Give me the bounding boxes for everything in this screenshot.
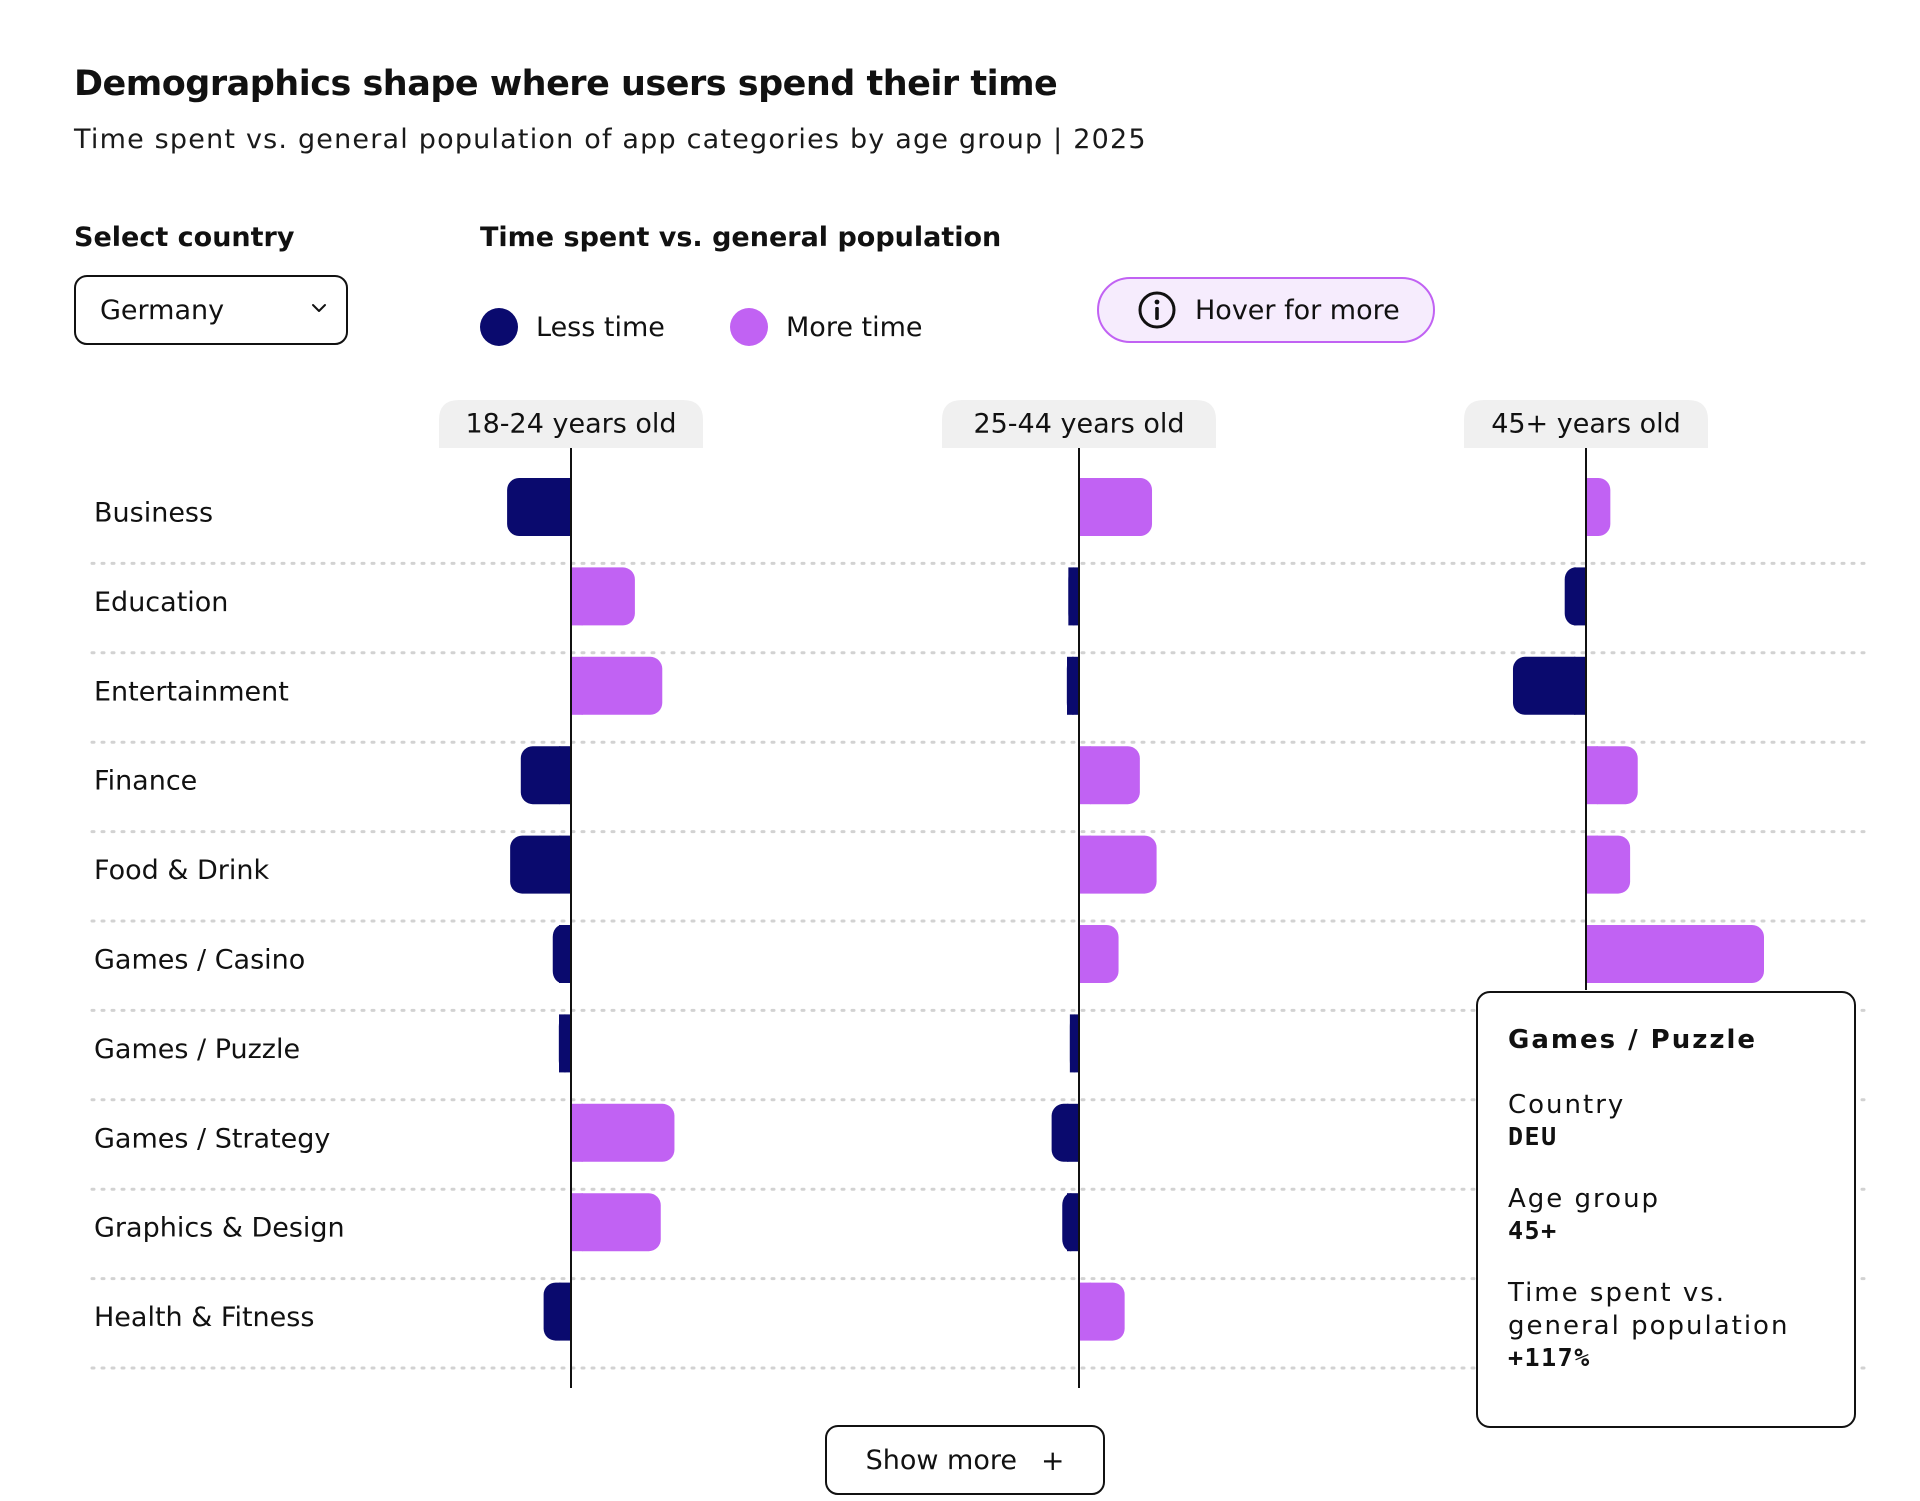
bar-base-18-24-years-old-business bbox=[559, 478, 571, 536]
tooltip-age-value: 45+ bbox=[1508, 1216, 1558, 1245]
country-select-value: Germany bbox=[100, 294, 225, 326]
column-header-pill-18-24-years-old bbox=[439, 400, 703, 448]
tooltip: Games / Puzzle Country DEU Age group 45+… bbox=[1476, 991, 1856, 1428]
category-label-finance: Finance bbox=[94, 766, 197, 797]
bar-base-18-24-years-old-entertainment bbox=[571, 656, 583, 715]
column-header-pill-25-44-years-old bbox=[942, 400, 1216, 448]
bar-base-25-44-years-old-health-fitness bbox=[1079, 1282, 1091, 1341]
column-header-45-years-old: 45+ years old bbox=[1491, 409, 1681, 440]
hover-for-more-button[interactable]: Hover for more bbox=[1097, 277, 1435, 343]
legend-swatch-more bbox=[730, 308, 768, 346]
bar-base-25-44-years-old-food-drink bbox=[1079, 835, 1091, 894]
bar-base-18-24-years-old-games-casino bbox=[559, 925, 571, 983]
bar-base-25-44-years-old-games-puzzle bbox=[1069, 1014, 1079, 1073]
bar-base-18-24-years-old-health-fitness bbox=[559, 1282, 571, 1341]
category-label-business: Business bbox=[94, 498, 213, 529]
bar-base-45-years-old-finance bbox=[1586, 746, 1598, 805]
bar-base-18-24-years-old-games-puzzle bbox=[559, 1014, 571, 1073]
show-more-button[interactable]: Show more + bbox=[825, 1425, 1105, 1495]
bar-18-24-years-old-entertainment bbox=[571, 656, 663, 715]
legend-item-more: More time bbox=[730, 308, 923, 346]
tooltip-country-value: DEU bbox=[1508, 1122, 1558, 1151]
bar-base-45-years-old-food-drink bbox=[1586, 835, 1598, 894]
tooltip-metric-label: Time spent vs. general population bbox=[1508, 1278, 1790, 1341]
bar-base-25-44-years-old-entertainment bbox=[1067, 656, 1079, 715]
bar-base-45-years-old-education bbox=[1574, 567, 1586, 626]
category-label-games-puzzle: Games / Puzzle bbox=[94, 1034, 300, 1065]
country-select[interactable]: Germany bbox=[74, 275, 348, 345]
category-label-food-drink: Food & Drink bbox=[94, 855, 269, 886]
bar-base-18-24-years-old-food-drink bbox=[559, 835, 571, 894]
bar-18-24-years-old-business bbox=[507, 478, 571, 536]
country-select-label: Select country bbox=[74, 222, 295, 253]
category-label-graphics-design: Graphics & Design bbox=[94, 1213, 345, 1244]
bar-45-years-old-finance bbox=[1586, 746, 1638, 805]
category-label-education: Education bbox=[94, 587, 228, 618]
column-header-25-44-years-old: 25-44 years old bbox=[973, 409, 1184, 440]
show-more-label: Show more bbox=[865, 1444, 1017, 1476]
bar-base-25-44-years-old-graphics-design bbox=[1067, 1193, 1079, 1252]
bar-base-18-24-years-old-finance bbox=[559, 746, 571, 805]
bar-base-25-44-years-old-games-casino bbox=[1079, 925, 1091, 983]
bar-base-25-44-years-old-education bbox=[1068, 567, 1079, 626]
category-label-games-strategy: Games / Strategy bbox=[94, 1123, 330, 1154]
bar-25-44-years-old-finance bbox=[1079, 746, 1140, 805]
legend-item-less: Less time bbox=[480, 308, 665, 346]
bar-18-24-years-old-games-strategy bbox=[571, 1103, 675, 1162]
bar-base-45-years-old-entertainment bbox=[1574, 656, 1586, 715]
legend-label-more: More time bbox=[786, 311, 923, 343]
category-label-games-casino: Games / Casino bbox=[94, 945, 305, 976]
chart-subtitle: Time spent vs. general population of app… bbox=[74, 124, 1147, 155]
metric-label: Time spent vs. general population bbox=[480, 222, 1002, 253]
bar-base-18-24-years-old-education bbox=[571, 567, 583, 626]
diverging-bar-chart: Business Education Entertainment Finance Foo… bbox=[90, 400, 1868, 1388]
bar-45-years-old-entertainment bbox=[1512, 656, 1586, 715]
hover-for-more-label: Hover for more bbox=[1195, 294, 1400, 326]
category-label-health-fitness: Health & Fitness bbox=[94, 1302, 314, 1333]
tooltip-metric-value: +117% bbox=[1508, 1343, 1591, 1372]
bar-base-25-44-years-old-business bbox=[1079, 478, 1091, 536]
column-header-18-24-years-old: 18-24 years old bbox=[465, 409, 676, 440]
info-icon bbox=[1138, 291, 1176, 329]
category-label-entertainment: Entertainment bbox=[94, 676, 289, 707]
legend-label-less: Less time bbox=[536, 311, 665, 343]
bar-base-45-years-old-games-casino bbox=[1586, 925, 1598, 983]
column-header-pill-45-years-old bbox=[1464, 400, 1708, 448]
bar-base-45-years-old-business bbox=[1586, 478, 1598, 536]
bar-18-24-years-old-finance bbox=[520, 746, 571, 805]
chart-title: Demographics shape where users spend the… bbox=[74, 64, 1058, 104]
bar-base-18-24-years-old-graphics-design bbox=[571, 1193, 583, 1252]
bar-base-18-24-years-old-games-strategy bbox=[571, 1103, 583, 1162]
plus-icon: + bbox=[1040, 1443, 1065, 1477]
bar-base-25-44-years-old-games-strategy bbox=[1067, 1103, 1079, 1162]
tooltip-age-label: Age group bbox=[1508, 1184, 1661, 1214]
bar-45-years-old-games-casino bbox=[1586, 925, 1764, 983]
bar-25-44-years-old-food-drink bbox=[1079, 835, 1157, 894]
bar-18-24-years-old-education bbox=[571, 567, 635, 626]
bar-base-25-44-years-old-finance bbox=[1079, 746, 1091, 805]
legend-swatch-less bbox=[480, 308, 518, 346]
tooltip-title: Games / Puzzle bbox=[1508, 1025, 1758, 1055]
tooltip-country-label: Country bbox=[1508, 1090, 1626, 1120]
bar-18-24-years-old-graphics-design bbox=[571, 1193, 661, 1252]
chevron-down-icon bbox=[312, 304, 326, 312]
bar-25-44-years-old-business bbox=[1079, 478, 1153, 536]
bar-18-24-years-old-food-drink bbox=[510, 835, 571, 894]
